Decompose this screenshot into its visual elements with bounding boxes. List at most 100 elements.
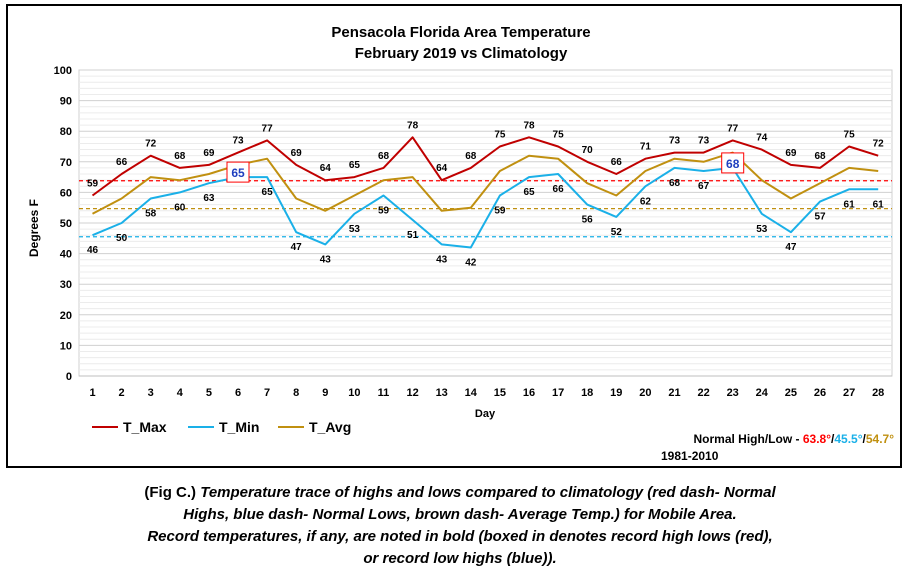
max-data-label: 68 [174,151,186,162]
y-tick-label: 20 [60,310,72,322]
y-tick-label: 0 [66,371,72,383]
min-data-label: 53 [756,224,768,235]
caption-line-2: Highs, blue dash- Normal Lows, brown das… [183,506,737,523]
x-tick-label: 1 [89,387,95,399]
record-data-label: 68 [726,157,740,171]
x-tick-label: 5 [206,387,212,399]
max-data-label: 77 [262,123,274,134]
data-labels: 59 66 72 68 69 73 77 69 64 65 68 78 64 68 75 78 75 70 66 71… [87,120,884,268]
x-tick-label: 24 [756,387,769,399]
x-tick-label: 22 [697,387,709,399]
x-tick-label: 15 [494,387,506,399]
x-tick-label: 23 [727,387,739,399]
max-data-label: 69 [785,148,797,159]
max-data-label: 72 [145,139,157,150]
min-data-label: 62 [640,196,652,207]
series-lines [91,136,879,249]
legend: T_Max T_Min T_Avg [92,419,351,435]
x-tick-label: 17 [552,387,564,399]
caption-prefix: (Fig C.) [144,484,201,501]
max-data-label: 75 [494,130,506,141]
chart-subtitle: February 2019 vs Climatology [355,45,568,62]
x-tick-label: 21 [668,387,680,399]
max-data-label: 65 [349,160,361,171]
max-data-label: 70 [582,145,594,156]
x-tick-label: 26 [814,387,826,399]
min-data-label: 60 [174,202,186,213]
legend-label-t-min: T_Min [219,419,259,435]
record-box [226,161,250,183]
min-data-label: 42 [465,257,477,268]
max-data-label: 71 [640,142,652,153]
x-tick-label: 12 [406,387,418,399]
x-tick-label: 9 [322,387,328,399]
legend-label-t-max: T_Max [123,419,167,435]
min-data-label: 47 [785,242,797,253]
max-data-label: 74 [756,133,768,144]
normals-text: Normal High/Low - 63.8°/45.5°/54.7° [694,432,895,446]
x-tick-label: 3 [148,387,154,399]
chart-title: Pensacola Florida Area Temperature [331,24,590,41]
y-tick-label: 80 [60,126,72,138]
x-tick-label: 11 [378,387,390,399]
max-data-label: 69 [203,148,215,159]
x-tick-label: 13 [436,387,448,399]
record-data-label: 65 [231,166,245,180]
y-tick-label: 70 [60,157,72,169]
normals-label: Normal High/Low - [694,432,803,446]
series-line-t-avg [92,151,879,215]
min-data-label: 61 [873,199,885,210]
y-tick-label: 10 [60,340,72,352]
min-data-label: 66 [553,184,565,195]
min-data-label: 51 [407,230,419,241]
min-data-label: 59 [378,205,390,216]
max-data-label: 78 [523,120,535,131]
x-axis-ticks: 1 2 3 4 5 6 7 8 9 10 11 12 13 14 15 16 17 18 19 20 21 22 23 24 2… [89,387,884,399]
max-data-label: 66 [611,157,623,168]
min-data-label: 63 [203,193,215,204]
figure-caption: (Fig C.) Temperature trace of highs and … [100,482,820,570]
x-tick-label: 18 [581,387,593,399]
x-tick-label: 20 [639,387,651,399]
min-data-label: 43 [320,254,332,265]
min-data-label: 57 [814,212,826,223]
max-data-label: 68 [465,151,477,162]
max-data-label: 75 [844,130,856,141]
y-tick-label: 50 [60,218,72,230]
min-data-label: 65 [262,187,274,198]
normal-low-value: 45.5° [834,432,862,446]
max-data-label: 68 [378,151,390,162]
chart-frame: Pensacola Florida Area Temperature Febru… [6,4,902,468]
min-data-label: 59 [494,205,506,216]
normal-lines [79,180,892,238]
max-data-label: 72 [873,139,885,150]
max-data-label: 69 [291,148,303,159]
min-data-label: 68 [669,178,681,189]
x-tick-label: 14 [465,387,478,399]
normals-separator-1: / [831,432,835,446]
min-data-label: 65 [523,187,535,198]
normals-separator-2: / [863,432,867,446]
legend-label-t-avg: T_Avg [309,419,351,435]
x-tick-label: 4 [177,387,184,399]
y-tick-label: 100 [54,65,72,77]
min-data-label: 58 [145,209,157,220]
record-box [721,152,745,174]
temperature-chart: Pensacola Florida Area Temperature Febru… [27,24,895,463]
series-line-t-max [91,136,879,197]
min-data-label: 67 [698,181,710,192]
caption-line-1: Temperature trace of highs and lows comp… [200,484,776,501]
caption-line-4: or record low highs (blue)). [363,550,557,567]
max-data-label: 73 [669,136,681,147]
min-data-label: 47 [291,242,303,253]
normal-high-value: 63.8° [803,432,831,446]
y-tick-label: 90 [60,96,72,108]
min-data-label: 46 [87,245,99,256]
min-data-label: 43 [436,254,448,265]
max-data-label: 64 [320,163,332,174]
y-axis-ticks: 0 10 20 30 40 50 60 70 80 90 100 [54,65,72,383]
x-axis-label: Day [475,408,496,420]
x-tick-label: 8 [293,387,299,399]
normal-avg-value: 54.7° [866,432,894,446]
max-data-label: 73 [232,136,244,147]
